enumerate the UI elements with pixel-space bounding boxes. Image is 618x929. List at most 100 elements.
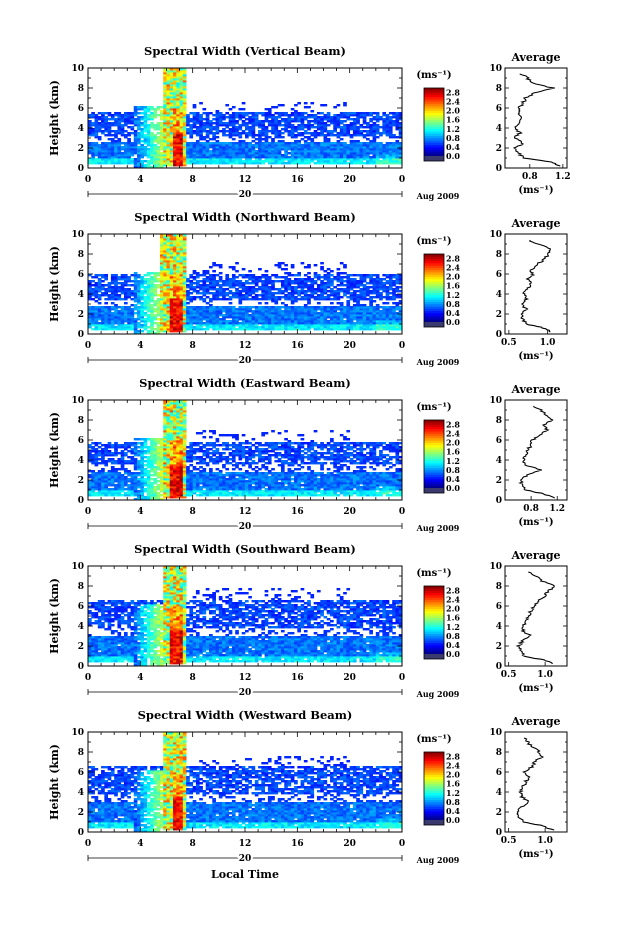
heatmap-cell (264, 118, 269, 121)
heatmap-cell (271, 128, 275, 131)
heatmap-cell (280, 324, 285, 327)
heatmap-cell (235, 112, 239, 115)
heatmap-cell (261, 124, 266, 127)
heatmap-cell (366, 322, 370, 325)
heatmap-cell (267, 296, 272, 299)
heatmap-cell (349, 294, 354, 297)
heatmap-cell (222, 294, 226, 297)
heatmap-cell (169, 270, 174, 273)
heatmap-cell (323, 148, 328, 151)
heatmap-cell (146, 284, 151, 287)
heatmap-cell (156, 160, 161, 163)
heatmap-cell (375, 306, 380, 309)
heatmap-cell (166, 152, 171, 155)
heatmap-cell (274, 124, 279, 127)
heatmap-cell (235, 116, 239, 119)
heatmap-cell (398, 312, 403, 315)
heatmap-cell (251, 324, 256, 327)
heatmap-cell (320, 128, 324, 131)
heatmap-cell (137, 300, 141, 303)
heatmap-cell (166, 274, 171, 277)
heatmap-cell (297, 120, 301, 123)
heatmap-cell (101, 162, 105, 165)
heatmap-cell (398, 324, 403, 327)
heatmap-cell (254, 296, 259, 299)
heatmap-cell (163, 128, 167, 131)
heatmap-cell (238, 310, 243, 313)
heatmap-cell (117, 162, 122, 165)
heatmap-cell (94, 126, 99, 129)
heatmap-cell (156, 152, 161, 155)
heatmap-cell (336, 288, 341, 291)
heatmap-cell (369, 290, 373, 293)
heatmap-cell (107, 122, 112, 125)
heatmap-cell (182, 284, 187, 287)
y-tick-label: 2 (78, 310, 84, 320)
heatmap-cell (130, 328, 135, 331)
heatmap-cell (336, 298, 341, 301)
heatmap-cell (267, 294, 272, 297)
heatmap-cell (104, 156, 109, 159)
heatmap-cell (336, 116, 341, 119)
heatmap-cell (290, 154, 295, 157)
heatmap-cell (189, 312, 194, 315)
heatmap-cell (352, 112, 357, 115)
heatmap-cell (176, 264, 180, 267)
heatmap-cell (287, 278, 292, 281)
heatmap-cell (195, 112, 200, 115)
heatmap-cell (179, 280, 184, 283)
heatmap-cell (182, 280, 187, 283)
heatmap-cell (336, 114, 341, 117)
heatmap-cell (392, 298, 396, 301)
heatmap-cell (163, 156, 167, 159)
heatmap-cell (339, 262, 344, 265)
heatmap-cell (303, 154, 308, 157)
heatmap-cell (163, 234, 167, 237)
heatmap-cell (156, 284, 161, 287)
heatmap-cell (290, 158, 295, 161)
heatmap-cell (336, 314, 341, 317)
heatmap-cell (245, 274, 249, 277)
heatmap-cell (120, 154, 125, 157)
heatmap-cell (88, 298, 92, 301)
heatmap-cell (333, 316, 337, 319)
heatmap-cell (264, 114, 269, 117)
heatmap-cell (330, 322, 334, 325)
heatmap-cell (182, 160, 187, 163)
heatmap-cell (294, 310, 298, 313)
heatmap-cell (248, 122, 252, 125)
heatmap-cell (205, 316, 210, 319)
heatmap-cell (369, 302, 373, 305)
heatmap-cell (153, 154, 158, 157)
heatmap-cell (280, 162, 285, 165)
heatmap-cell (398, 160, 403, 163)
heatmap-cell (169, 298, 174, 301)
heatmap-cell (316, 318, 321, 321)
heatmap-cell (316, 154, 321, 157)
heatmap-cell (369, 160, 373, 163)
heatmap-cell (209, 112, 213, 115)
heatmap-cell (225, 280, 230, 283)
heatmap-cell (222, 308, 226, 311)
heatmap-cell (366, 130, 370, 133)
heatmap-cell (107, 130, 112, 133)
heatmap-cell (326, 158, 331, 161)
heatmap-cell (163, 90, 167, 93)
heatmap-cell (205, 318, 210, 321)
heatmap-cell (277, 116, 282, 119)
heatmap-cell (127, 276, 131, 279)
heatmap-cell (192, 288, 197, 291)
heatmap-cell (173, 78, 177, 81)
heatmap-cell (339, 278, 344, 281)
heatmap-cell (238, 298, 243, 301)
heatmap-cell (339, 148, 344, 151)
heatmap-cell (123, 116, 128, 119)
heatmap-cell (330, 130, 334, 133)
heatmap-cell (297, 116, 301, 119)
heatmap-cell (326, 284, 331, 287)
heatmap-cell (133, 322, 138, 325)
heatmap-cell (186, 154, 190, 157)
average-y-tick-label: 4 (496, 124, 502, 134)
heatmap-cell (336, 122, 341, 125)
heatmap-cell (300, 292, 305, 295)
